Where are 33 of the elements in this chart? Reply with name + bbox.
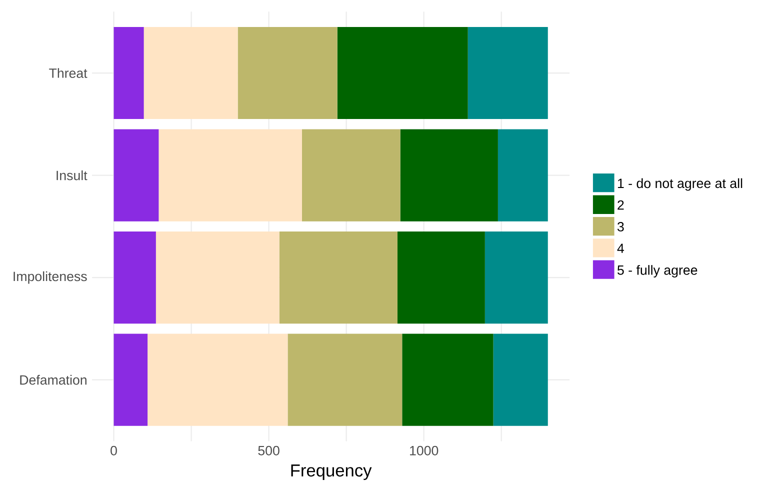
- bar: [397, 231, 485, 324]
- legend-label: 5 - fully agree: [618, 264, 698, 278]
- bar: [493, 334, 548, 426]
- x-tick-label: 1000: [410, 446, 438, 456]
- bar: [114, 334, 148, 426]
- bar: [158, 129, 302, 222]
- bar: [288, 334, 402, 426]
- y-tick-label: Insult: [56, 170, 88, 180]
- y-tick-label: Defamation: [20, 374, 86, 385]
- bar: [302, 129, 400, 222]
- bar: [279, 231, 398, 324]
- bar: [114, 26, 144, 119]
- legend-label: 4: [617, 244, 624, 253]
- legend-label: 1 - do not agree at all: [618, 178, 742, 191]
- legend-label: 3: [617, 222, 624, 232]
- x-axis-title: Frequency: [291, 464, 372, 480]
- bar: [148, 334, 288, 426]
- y-tick-label: Threat: [49, 68, 88, 78]
- bar: [484, 231, 548, 324]
- bar: [114, 231, 156, 324]
- bar: [238, 26, 338, 119]
- bar: [156, 231, 280, 324]
- bar: [468, 26, 548, 119]
- bar: [337, 26, 468, 119]
- bar: [144, 26, 238, 119]
- bar: [400, 129, 498, 222]
- bar: [114, 129, 159, 222]
- x-tick-label: 0: [110, 446, 117, 456]
- x-tick-label: 500: [258, 446, 280, 456]
- bar: [402, 334, 494, 426]
- bar: [498, 129, 548, 222]
- y-tick-label: Impoliteness: [14, 271, 87, 284]
- legend-label: 2: [618, 200, 624, 210]
